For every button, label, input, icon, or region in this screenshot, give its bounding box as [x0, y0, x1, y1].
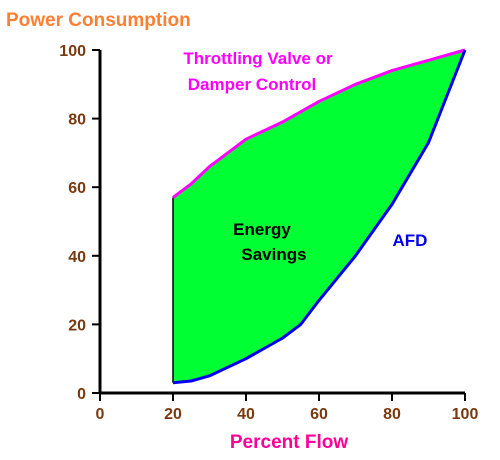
series-line-afd — [172, 49, 467, 385]
chart-title: Power Consumption — [6, 10, 191, 31]
series-line-throttling-valve — [172, 48, 466, 199]
annotation-throttling-line2: Damper Control — [188, 75, 316, 94]
x-tick-label: 0 — [96, 406, 105, 423]
x-tick-label: 60 — [310, 406, 328, 423]
y-tick-label: 0 — [77, 386, 86, 403]
x-axis-label: Percent Flow — [230, 432, 348, 453]
plot-area: 0 20 40 60 80 100 0 20 40 60 80 100 — [59, 43, 478, 423]
y-tick-label: 100 — [59, 43, 86, 60]
x-tick-label: 20 — [164, 406, 182, 423]
annotation-throttling-line1: Throttling Valve or — [183, 49, 333, 68]
x-tick-label: 80 — [383, 406, 401, 423]
y-tick-label: 60 — [68, 180, 86, 197]
energy-savings-fill — [173, 50, 465, 383]
y-tick-label: 20 — [68, 317, 86, 334]
y-tick-label: 80 — [68, 112, 86, 129]
y-tick-label: 40 — [68, 249, 86, 266]
x-tick-label: 40 — [237, 406, 255, 423]
annotation-afd: AFD — [393, 231, 428, 250]
annotation-energy: Energy — [233, 220, 291, 239]
annotation-savings: Savings — [241, 245, 306, 264]
x-tick-label: 100 — [452, 406, 479, 423]
